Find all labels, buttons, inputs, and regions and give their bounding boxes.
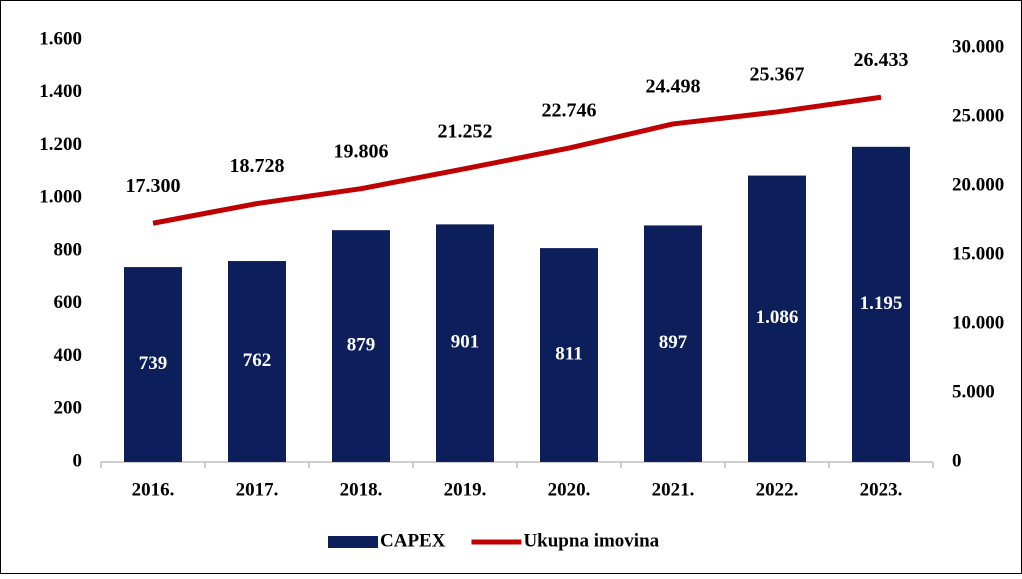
line-series — [152, 94, 882, 226]
bar — [748, 175, 806, 462]
line-value-label: 26.433 — [854, 49, 909, 71]
bar-value-label: 1.195 — [860, 293, 903, 314]
line-value-label: 18.728 — [230, 155, 285, 177]
x-tick-label: 2016. — [132, 479, 175, 500]
y2-tick-label: 25.000 — [952, 105, 1004, 126]
legend-label: CAPEX — [380, 530, 446, 551]
bar-value-label: 762 — [243, 350, 272, 371]
x-tick-label: 2022. — [756, 479, 799, 500]
bar — [332, 230, 390, 462]
line-value-label: 19.806 — [334, 140, 389, 162]
bar — [644, 225, 702, 462]
bar — [124, 267, 182, 462]
legend-swatch — [328, 536, 378, 548]
y-tick-label: 1.400 — [39, 81, 82, 102]
y2-tick-label: 15.000 — [952, 243, 1004, 264]
y-tick-label: 1.200 — [39, 134, 82, 155]
y-tick-label: 1.000 — [39, 187, 82, 208]
y2-tick-label: 5.000 — [952, 381, 995, 402]
x-tick-label: 2019. — [444, 479, 487, 500]
bar-value-label: 879 — [347, 334, 376, 355]
y-tick-label: 1.600 — [39, 28, 82, 49]
y-tick-label: 400 — [54, 345, 83, 366]
x-tick-label: 2020. — [548, 479, 591, 500]
y-tick-label: 200 — [54, 398, 83, 419]
y2-tick-label: 10.000 — [952, 312, 1004, 333]
bar — [540, 248, 598, 462]
y2-tick-label: 0 — [952, 450, 962, 471]
line-value-label: 21.252 — [438, 120, 493, 142]
line-value-label: 24.498 — [646, 76, 701, 98]
y2-tick-label: 30.000 — [952, 36, 1004, 57]
y-tick-label: 600 — [54, 292, 83, 313]
bar-value-label: 1.086 — [756, 307, 799, 328]
x-tick-label: 2021. — [652, 479, 695, 500]
y-tick-label: 0 — [73, 450, 83, 471]
line-value-label: 22.746 — [542, 100, 597, 122]
bar — [852, 146, 910, 462]
bar-value-label: 739 — [139, 353, 168, 374]
line-value-label: 25.367 — [750, 64, 805, 86]
bar — [228, 261, 286, 462]
bar-value-label: 897 — [659, 332, 688, 353]
y-tick-label: 800 — [54, 239, 83, 260]
bar-value-label: 901 — [451, 332, 480, 353]
legend-label: Ukupna imovina — [523, 530, 659, 551]
x-tick-label: 2018. — [340, 479, 383, 500]
bar — [436, 224, 494, 462]
y2-tick-label: 20.000 — [952, 174, 1004, 195]
bar-value-label: 811 — [555, 343, 582, 364]
x-tick-label: 2023. — [860, 479, 903, 500]
x-tick-label: 2017. — [236, 479, 279, 500]
line-value-label: 17.300 — [126, 175, 181, 197]
